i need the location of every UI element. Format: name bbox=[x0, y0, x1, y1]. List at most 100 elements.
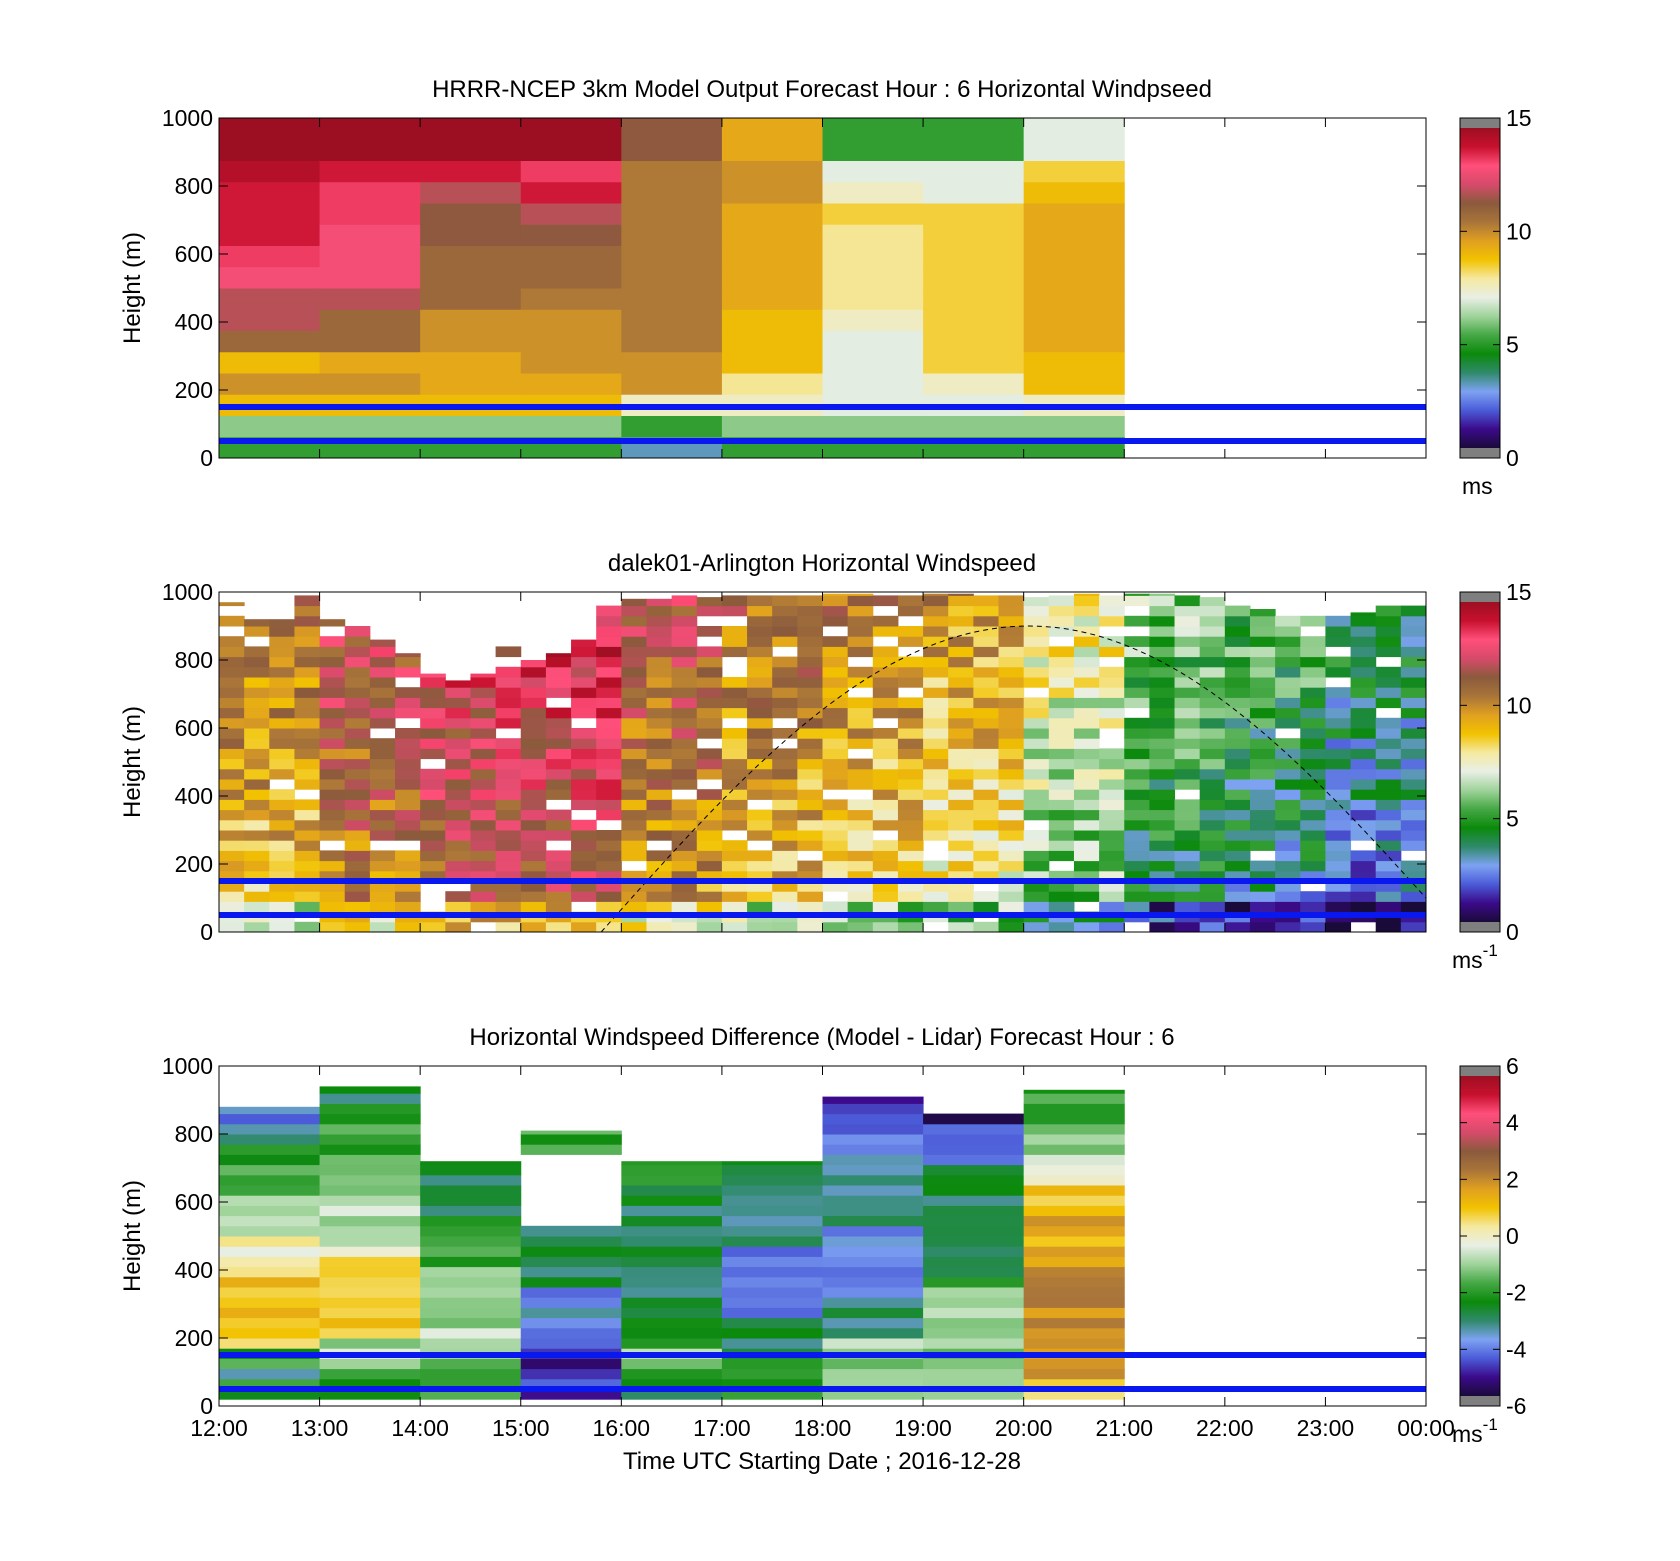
heatmap-cell bbox=[948, 595, 974, 607]
heatmap-cell bbox=[344, 830, 371, 841]
heatmap-cell bbox=[1174, 717, 1201, 729]
heatmap-cell bbox=[1249, 748, 1276, 760]
heatmap-cell bbox=[571, 639, 597, 647]
heatmap-cell bbox=[1275, 748, 1301, 760]
heatmap-cell bbox=[1023, 1195, 1125, 1206]
heatmap-cell bbox=[1199, 819, 1226, 831]
heatmap-cell bbox=[470, 870, 497, 882]
heatmap-cell bbox=[395, 901, 421, 913]
heatmap-cell bbox=[445, 697, 471, 709]
heatmap-cell bbox=[1023, 768, 1050, 780]
heatmap-cell bbox=[1174, 891, 1201, 902]
heatmap-cell bbox=[822, 615, 849, 627]
heatmap-cell bbox=[319, 1123, 421, 1135]
heatmap-cell bbox=[1099, 697, 1125, 709]
heatmap-cell bbox=[1400, 901, 1426, 913]
heatmap-cell bbox=[319, 1103, 421, 1115]
heatmap-cell bbox=[1325, 891, 1352, 902]
heatmap-cell bbox=[998, 789, 1025, 800]
heatmap-cell bbox=[1224, 779, 1251, 790]
heatmap-cell bbox=[520, 809, 547, 821]
heatmap-cell bbox=[696, 748, 723, 760]
heatmap-cell bbox=[696, 819, 723, 831]
heatmap-cell bbox=[219, 738, 245, 749]
heatmap-cell bbox=[1073, 921, 1100, 932]
heatmap-cell bbox=[948, 748, 974, 760]
heatmap-cell bbox=[520, 1225, 622, 1237]
heatmap-cell bbox=[1023, 697, 1050, 709]
heatmap-cell bbox=[822, 1378, 924, 1390]
heatmap-cell bbox=[1350, 728, 1377, 739]
heatmap-cell bbox=[1048, 921, 1075, 932]
heatmap-cell bbox=[822, 1368, 924, 1380]
heatmap-cell bbox=[772, 595, 798, 607]
heatmap-cell bbox=[571, 881, 597, 892]
heatmap-cell bbox=[923, 891, 949, 902]
heatmap-cell bbox=[1124, 687, 1150, 698]
heatmap-cell bbox=[1048, 789, 1075, 800]
heatmap-cell bbox=[420, 1236, 522, 1247]
heatmap-cell bbox=[948, 636, 974, 647]
heatmap-cell bbox=[1325, 870, 1352, 882]
heatmap-cell bbox=[1199, 921, 1226, 932]
heatmap-cell bbox=[1073, 779, 1100, 790]
heatmap-cell bbox=[445, 748, 471, 760]
heatmap-cell bbox=[1249, 921, 1276, 932]
heatmap-cell bbox=[219, 901, 245, 913]
heatmap-cell bbox=[1199, 707, 1226, 719]
heatmap-cell bbox=[696, 656, 723, 668]
heatmap-cell bbox=[244, 921, 270, 932]
heatmap-cell bbox=[696, 597, 723, 607]
heatmap-cell bbox=[897, 860, 924, 872]
heatmap-cell bbox=[621, 748, 647, 760]
heatmap-cell bbox=[219, 1164, 321, 1176]
heatmap-cell bbox=[244, 758, 270, 770]
heatmap-cell bbox=[998, 687, 1025, 698]
heatmap-cell bbox=[571, 840, 597, 851]
heatmap-cell bbox=[1224, 666, 1251, 678]
heatmap-cell bbox=[319, 1368, 421, 1380]
heatmap-cell bbox=[646, 758, 673, 770]
heatmap-cell bbox=[998, 615, 1025, 627]
heatmap-cell bbox=[244, 728, 270, 739]
heatmap-cell bbox=[269, 921, 295, 932]
heatmap-cell bbox=[1023, 309, 1125, 331]
heatmap-cell bbox=[294, 656, 321, 668]
heatmap-cell bbox=[571, 850, 597, 862]
heatmap-cell bbox=[1073, 891, 1100, 902]
heatmap-cell bbox=[1350, 626, 1377, 637]
heatmap-cell bbox=[1099, 891, 1125, 902]
heatmap-cell bbox=[1199, 891, 1226, 902]
heatmap-cell bbox=[646, 626, 673, 637]
heatmap-cell bbox=[1073, 626, 1100, 637]
heatmap-cell bbox=[395, 697, 421, 709]
heatmap-cell bbox=[1224, 738, 1251, 749]
heatmap-cell bbox=[1023, 840, 1050, 851]
heatmap-cell bbox=[596, 697, 622, 709]
heatmap-cell bbox=[1275, 779, 1301, 790]
heatmap-cell bbox=[948, 819, 974, 831]
heatmap-cell bbox=[1124, 636, 1150, 647]
heatmap-cell bbox=[797, 758, 823, 770]
heatmap-cell bbox=[1375, 779, 1402, 790]
heatmap-cell bbox=[998, 860, 1025, 872]
heatmap-cell bbox=[671, 626, 698, 637]
heatmap-cell bbox=[319, 1256, 421, 1268]
heatmap-cell bbox=[445, 840, 471, 851]
heatmap-cell bbox=[1199, 789, 1226, 800]
heatmap-cell bbox=[721, 1174, 823, 1186]
heatmap-cell bbox=[822, 1276, 924, 1288]
heatmap-cell bbox=[219, 1266, 321, 1278]
heatmap-cell bbox=[1174, 768, 1201, 780]
heatmap-cell bbox=[1375, 636, 1402, 647]
heatmap-cell bbox=[973, 891, 1000, 902]
heatmap-cell bbox=[1400, 789, 1426, 800]
heatmap-cell bbox=[822, 656, 849, 668]
heatmap-cell bbox=[923, 309, 1025, 331]
heatmap-cell bbox=[1350, 677, 1377, 688]
heatmap-cell bbox=[721, 789, 748, 800]
heatmap-cell bbox=[1149, 593, 1176, 596]
heatmap-cell bbox=[822, 850, 849, 862]
heatmap-cell bbox=[822, 738, 849, 749]
heatmap-cell bbox=[344, 789, 371, 800]
